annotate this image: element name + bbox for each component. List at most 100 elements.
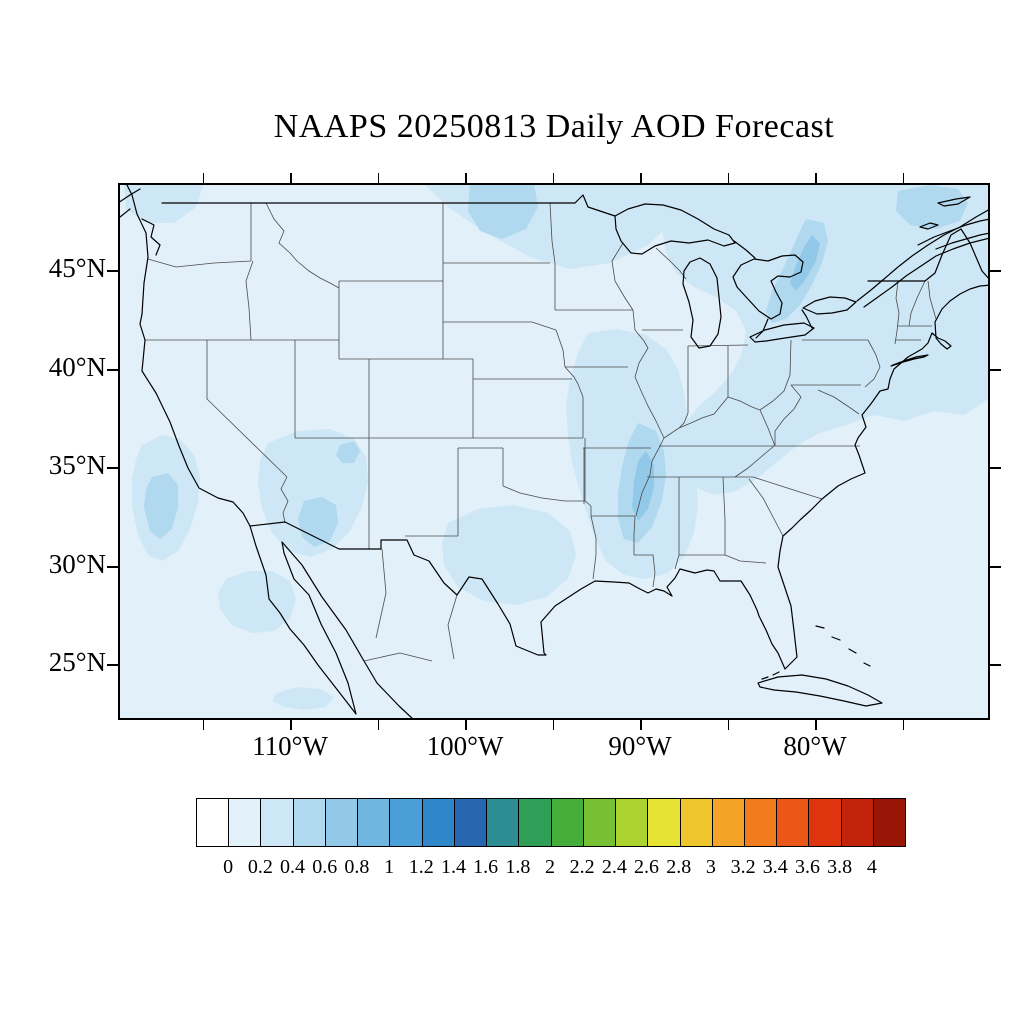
colorbar-tick-label: 0.8 xyxy=(344,856,370,878)
axis-tick xyxy=(107,369,118,371)
colorbar-cell xyxy=(325,799,359,846)
bahamas-islands xyxy=(761,625,871,680)
colorbar-cell xyxy=(680,799,713,846)
map-frame-border xyxy=(118,183,990,720)
lake-superior xyxy=(614,203,736,255)
lon-tick-label: 100°W xyxy=(426,731,504,761)
colorbar-tick-label: 0.6 xyxy=(312,856,338,878)
pacific-coast xyxy=(125,183,415,720)
chart-title: NAAPS 20250813 Daily AOD Forecast xyxy=(273,108,835,145)
axis-tick xyxy=(990,566,1001,568)
puget-sound xyxy=(118,188,161,256)
colorbar-cell xyxy=(197,799,230,846)
aod-level3-contours xyxy=(632,235,820,521)
colorbar-tick-label: 1.2 xyxy=(408,856,434,878)
colorbar-cell xyxy=(261,799,294,846)
coastlines xyxy=(118,183,990,720)
colorbar-tick-label: 3.8 xyxy=(827,856,853,878)
st-lawrence-river xyxy=(856,208,990,308)
colorbar-cell xyxy=(422,799,455,846)
colorbar-cell xyxy=(229,799,262,846)
axis-tick xyxy=(377,720,379,730)
colorbar-tick-label: 3.4 xyxy=(762,856,788,878)
axis-tick xyxy=(465,720,467,730)
colorbar-tick-label: 2.4 xyxy=(601,856,627,878)
axis-tick xyxy=(902,720,904,730)
axis-tick xyxy=(107,467,118,469)
axis-tick xyxy=(990,369,1001,371)
axis-tick xyxy=(107,664,118,666)
axis-tick xyxy=(290,173,292,183)
colorbar-tick-label: 3.6 xyxy=(794,856,820,878)
axis-tick xyxy=(465,173,467,183)
colorbar-cell xyxy=(551,799,584,846)
colorbar-cell xyxy=(712,799,745,846)
colorbar-tick-label: 1.8 xyxy=(505,856,531,878)
gulf-atlantic-coast xyxy=(540,284,990,670)
colorbar-tick-label: 2.6 xyxy=(634,856,660,878)
lon-tick-label: 80°W xyxy=(783,731,847,761)
lat-tick-label: 40°N xyxy=(48,352,106,382)
lon-tick-label: 90°W xyxy=(608,731,672,761)
axis-tick xyxy=(815,720,817,730)
cuba-coast xyxy=(757,674,883,707)
axis-tick xyxy=(290,720,292,730)
axis-tick xyxy=(727,720,729,730)
colorbar-cell xyxy=(809,799,842,846)
colorbar-cell xyxy=(454,799,488,846)
lat-tick-label: 30°N xyxy=(48,549,106,579)
axis-tick xyxy=(552,720,554,730)
colorbar-tick-label: 0.2 xyxy=(247,856,273,878)
axis-tick xyxy=(107,270,118,272)
colorbar-cell xyxy=(648,799,681,846)
long-island xyxy=(890,354,929,367)
lake-ontario xyxy=(802,296,857,315)
colorbar-tick-label: 2.2 xyxy=(569,856,595,878)
us-aod-map xyxy=(118,183,990,720)
colorbar-cell xyxy=(583,799,617,846)
colorbar-tick-label: 4 xyxy=(866,856,877,878)
lat-tick-label: 25°N xyxy=(48,647,106,677)
colorbar-tick-label: 3 xyxy=(705,856,716,878)
axis-tick xyxy=(990,467,1001,469)
colorbar-cell xyxy=(293,799,326,846)
maritimes-coast xyxy=(917,196,990,250)
lat-tick-label: 45°N xyxy=(48,253,106,283)
axis-tick xyxy=(202,720,204,730)
colorbar-tick-label: 1.6 xyxy=(473,856,499,878)
lake-huron xyxy=(732,254,804,320)
colorbar-tick-label: 2 xyxy=(545,856,555,878)
lake-erie xyxy=(749,322,815,343)
colorbar-cell xyxy=(519,799,552,846)
axis-tick xyxy=(552,173,554,183)
colorbar-cell xyxy=(358,799,391,846)
map-panel xyxy=(118,183,990,720)
axis-tick xyxy=(202,173,204,183)
axis-tick xyxy=(727,173,729,183)
colorbar-cell xyxy=(616,799,649,846)
lat-tick-label: 35°N xyxy=(48,450,106,480)
colorbar-tick-label: 1 xyxy=(384,856,395,878)
colorbar-cell xyxy=(390,799,423,846)
axis-tick xyxy=(377,173,379,183)
us-mexico-border xyxy=(249,521,547,656)
lake-michigan xyxy=(682,257,722,349)
colorbar-cell xyxy=(777,799,810,846)
axis-tick xyxy=(990,664,1001,666)
colorbar xyxy=(196,798,906,847)
colorbar-cell xyxy=(841,799,874,846)
state-borders xyxy=(145,202,937,662)
colorbar-tick-label: 1.4 xyxy=(440,856,466,878)
colorbar-cell xyxy=(873,799,906,846)
axis-tick xyxy=(107,566,118,568)
axis-tick xyxy=(640,720,642,730)
axis-tick xyxy=(815,173,817,183)
colorbar-cell xyxy=(744,799,778,846)
lon-tick-label: 110°W xyxy=(252,731,328,761)
colorbar-tick-label: 0 xyxy=(223,856,234,878)
colorbar-cell xyxy=(487,799,520,846)
axis-tick xyxy=(902,173,904,183)
colorbar-tick-label: 0.4 xyxy=(280,856,306,878)
colorbar-tick-label: 2.8 xyxy=(666,856,692,878)
